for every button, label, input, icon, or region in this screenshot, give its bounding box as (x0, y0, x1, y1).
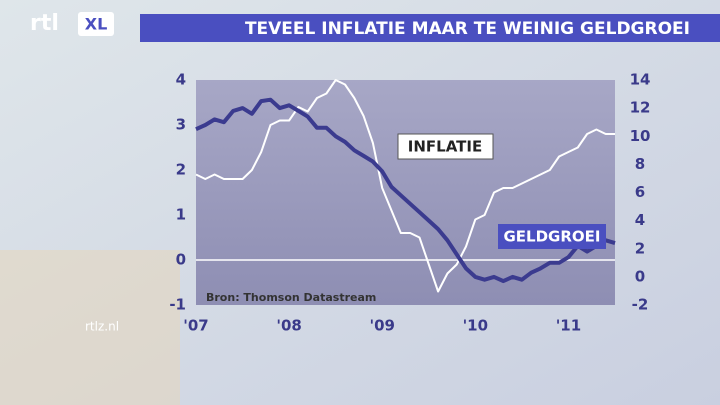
y2-tick-label: 12 (630, 99, 651, 117)
logo-badge: XL (85, 15, 108, 34)
y2-tick-label: 10 (630, 127, 651, 145)
y2-tick-label: 4 (635, 211, 645, 229)
series-line (195, 97, 616, 284)
y-tick-label: 1 (176, 206, 186, 224)
y-tick-label: -1 (169, 296, 186, 314)
logo-badge-box (78, 12, 114, 36)
series-line (195, 79, 615, 293)
website: rtlz.nl (85, 320, 119, 334)
y-tick-label: 0 (176, 251, 186, 269)
label-box (498, 224, 606, 249)
x-tick-label: '07 (183, 317, 208, 335)
source: Bron: Thomson Datastream (206, 291, 376, 304)
y2-tick-label: 2 (635, 239, 645, 257)
logo: rtl (30, 11, 59, 36)
x-tick-label: '11 (556, 317, 581, 335)
y2-tick-label: 6 (635, 183, 645, 201)
y-tick-label: 3 (176, 116, 186, 134)
series-label: INFLATIE (408, 138, 482, 156)
x-tick-label: '08 (276, 317, 301, 335)
x-tick-label: '10 (463, 317, 488, 335)
y2-tick-label: 8 (635, 155, 645, 173)
title-band (140, 14, 720, 42)
label-box (397, 133, 494, 160)
y2-tick-label: 0 (635, 267, 645, 285)
y2-tick-label: -2 (632, 296, 649, 314)
chart-title: TEVEEL INFLATIE MAAR TE WEINIG GELDGROEI (245, 19, 690, 39)
banknote-decor (0, 250, 180, 405)
series-label: GELDGROEI (503, 228, 600, 246)
plot-area (196, 80, 615, 305)
y-tick-label: 4 (176, 71, 186, 89)
y2-tick-label: 14 (630, 71, 651, 89)
x-tick-label: '09 (369, 317, 394, 335)
y-tick-label: 2 (176, 161, 186, 179)
